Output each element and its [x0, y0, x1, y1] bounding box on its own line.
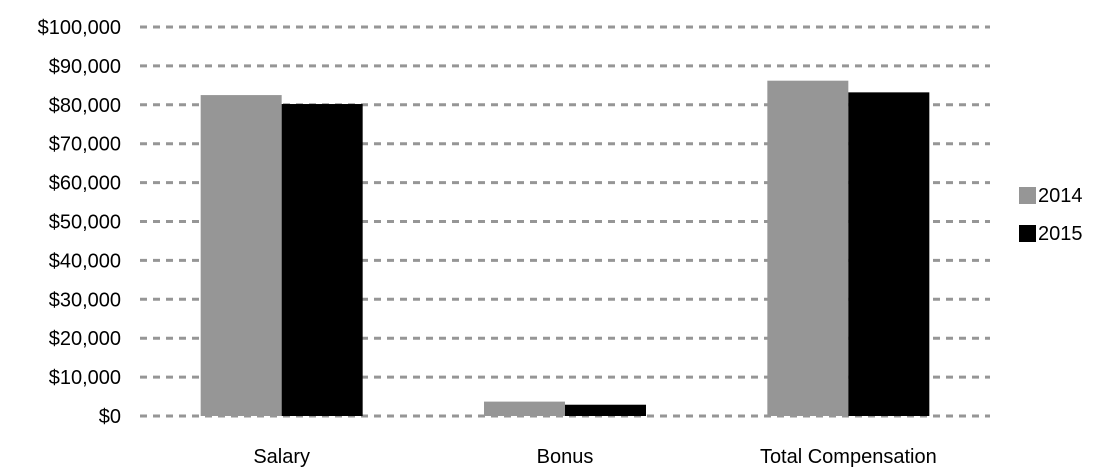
y-tick-label: $90,000 [49, 56, 121, 78]
bar-2015-salary [281, 104, 363, 416]
y-tick-label: $40,000 [49, 250, 121, 272]
bar-2015-bonus [565, 404, 646, 416]
bar-2014-total-compensation [767, 80, 849, 416]
y-tick-label: $100,000 [38, 17, 121, 39]
legend-swatch-2014 [1019, 187, 1036, 204]
x-tick-label: Salary [253, 446, 310, 468]
y-axis-ticks: $0 $10,000 $20,000 $30,000 $40,000 $50,000 $60… [38, 17, 121, 428]
bars [200, 80, 930, 417]
y-tick-label: $30,000 [49, 289, 121, 311]
legend-label-2015: 2015 [1038, 223, 1083, 245]
bar-2014-bonus [484, 401, 565, 416]
y-tick-label: $80,000 [49, 95, 121, 117]
y-tick-label: $0 [99, 406, 121, 428]
x-tick-label: Total Compensation [760, 446, 937, 468]
legend: 2014 2015 [1019, 185, 1083, 245]
x-tick-label: Bonus [537, 446, 594, 468]
y-tick-label: $70,000 [49, 134, 121, 156]
x-axis-ticks: Salary Bonus Total Compensation [253, 446, 936, 468]
y-tick-label: $50,000 [49, 212, 121, 234]
y-tick-label: $10,000 [49, 367, 121, 389]
legend-label-2014: 2014 [1038, 185, 1083, 207]
y-tick-label: $60,000 [49, 173, 121, 195]
bar-2014-salary [200, 95, 282, 416]
bar-2015-total-compensation [848, 92, 930, 417]
legend-swatch-2015 [1019, 225, 1036, 242]
y-tick-label: $20,000 [49, 328, 121, 350]
